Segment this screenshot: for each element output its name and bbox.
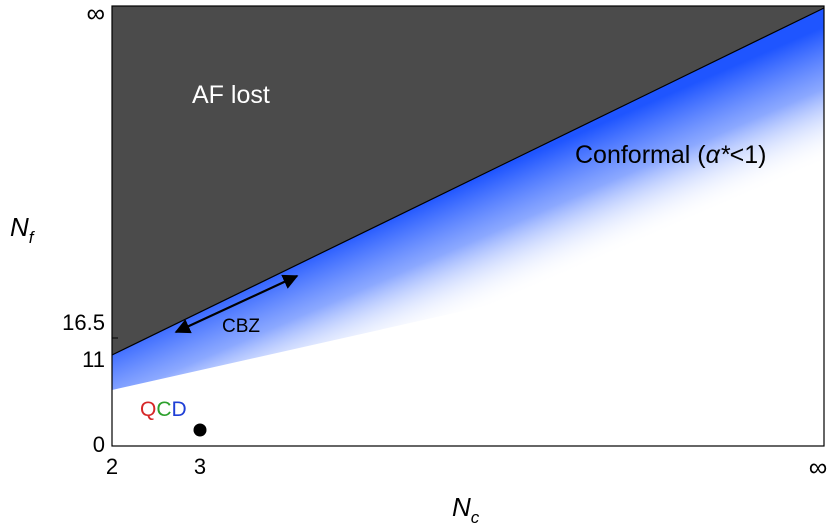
- y-axis-label-sub: f: [29, 228, 36, 247]
- x-tick-infinity: ∞: [809, 452, 828, 482]
- conformal-alpha-symbol: α*: [706, 141, 731, 169]
- qcd-letter-c: C: [156, 398, 171, 421]
- qcd-point: [194, 424, 207, 437]
- y-axis-label: Nf: [10, 212, 36, 247]
- y-axis-label-main: N: [10, 212, 29, 242]
- qcd-label: QCD: [140, 398, 187, 421]
- cbz-label: CBZ: [222, 316, 260, 337]
- conformal-label-suffix: <1): [730, 141, 767, 169]
- qcd-letter-d: D: [172, 398, 187, 421]
- x-tick-3: 3: [194, 454, 206, 479]
- y-tick-infinity: ∞: [86, 0, 105, 28]
- conformal-label-prefix: Conformal (: [575, 141, 706, 169]
- y-tick-16.5: 16.5: [62, 310, 105, 335]
- x-axis-label: Nc: [452, 492, 480, 527]
- x-tick-2: 2: [106, 454, 118, 479]
- x-axis-label-sub: c: [471, 508, 480, 527]
- af-lost-label: AF lost: [192, 81, 270, 109]
- y-tick-0: 0: [93, 432, 105, 457]
- y-tick-11: 11: [82, 347, 105, 372]
- qcd-letter-q: Q: [140, 398, 156, 421]
- x-axis-label-main: N: [452, 492, 471, 522]
- conformal-label: Conformal (α*<1): [575, 141, 766, 169]
